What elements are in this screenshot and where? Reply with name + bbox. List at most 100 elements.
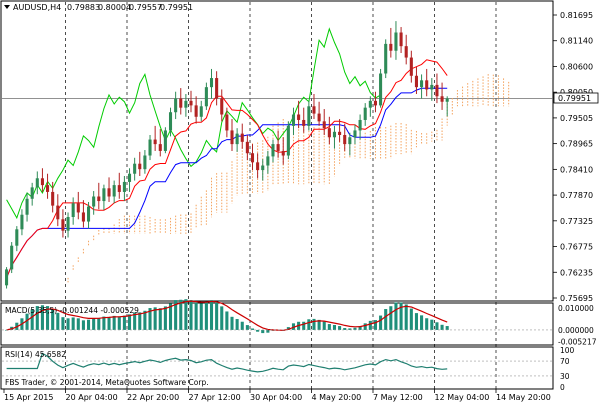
candle-body: [302, 119, 306, 126]
candle-body: [81, 212, 85, 222]
candle-body: [158, 144, 162, 151]
candle-body: [250, 153, 255, 163]
candle-body: [353, 130, 357, 138]
macd-bar: [107, 316, 111, 330]
macd-bar: [189, 300, 193, 330]
candle-body: [138, 163, 142, 170]
macd-bar: [404, 304, 408, 330]
macd-bar: [363, 323, 367, 330]
price-tick-label: 0.76235: [560, 268, 593, 277]
candle-body: [343, 135, 347, 145]
candle-body: [389, 43, 393, 51]
macd-bar: [97, 318, 101, 330]
macd-bar: [71, 317, 75, 330]
macd-bar: [399, 302, 403, 330]
macd-bar: [245, 325, 249, 330]
price-tick-label: 0.78965: [560, 140, 593, 149]
candle-body: [179, 98, 183, 108]
time-tick-label: 27 Apr 12:00: [189, 393, 241, 402]
candle-body: [327, 128, 331, 138]
macd-bar: [261, 329, 265, 334]
candle-body: [143, 155, 147, 170]
macd-bar: [440, 324, 444, 330]
candle-body: [261, 165, 265, 171]
candle-body: [297, 114, 301, 120]
macd-bar: [322, 321, 326, 330]
candle-body: [133, 163, 137, 174]
candle-body: [35, 178, 39, 188]
macd-bar: [184, 299, 188, 330]
candle-body: [445, 98, 449, 102]
time-tick-label: 20 Apr 04:00: [66, 393, 118, 402]
macd-layer: 0.010000 0.000000 -0.005217: [2, 299, 597, 346]
candle-body: [379, 73, 383, 106]
macd-bar: [312, 318, 316, 330]
price-tick-label: 0.75695: [560, 294, 593, 303]
macd-bar: [250, 328, 255, 330]
current-price-tag: [553, 92, 599, 104]
macd-bar: [389, 306, 393, 330]
macd-bar: [286, 327, 290, 330]
chikou-span-line: [6, 27, 381, 220]
time-tick-label: 12 May 04:00: [435, 393, 490, 402]
chevron-down-icon[interactable]: [4, 5, 10, 9]
candle-body: [97, 196, 101, 202]
macd-bar: [153, 307, 157, 330]
macd-tick-label: 0.000000: [558, 326, 594, 335]
candle-body: [174, 98, 178, 113]
candle-body: [87, 206, 91, 222]
macd-bar: [204, 301, 208, 330]
macd-bar: [112, 315, 116, 330]
current-price-label: 0.79951: [558, 94, 591, 103]
macd-bar: [430, 319, 434, 330]
price-tick-label: 0.81140: [560, 37, 593, 46]
ohlc-close: 0.79951: [160, 3, 193, 12]
candle-body: [189, 100, 193, 106]
candle-body: [117, 185, 121, 192]
candle-body: [112, 185, 116, 197]
rsi-tick-label: 70: [560, 357, 570, 366]
candle-body: [15, 229, 19, 246]
candle-body: [414, 75, 418, 88]
time-tick-label: 7 May 12:00: [373, 393, 423, 402]
macd-bar: [163, 306, 167, 330]
rsi-label: RSI(14) 45.6582: [5, 350, 66, 359]
macd-bar: [143, 310, 147, 330]
candle-body: [245, 141, 249, 154]
macd-bar: [61, 317, 65, 330]
macd-bar: [158, 308, 162, 330]
candles-layer: [5, 21, 449, 289]
ohlc-open: 0.79883: [67, 3, 100, 12]
candle-body: [56, 205, 60, 220]
macd-bar: [30, 309, 34, 330]
candle-body: [286, 125, 290, 156]
candle-body: [240, 133, 244, 142]
macd-bar: [240, 321, 244, 330]
time-tick-label: 22 Apr 20:00: [127, 393, 179, 402]
macd-bar: [179, 299, 183, 330]
macd-bar: [81, 320, 85, 330]
rsi-tick-label: 100: [560, 346, 575, 355]
candle-body: [363, 107, 367, 120]
macd-bar: [332, 324, 337, 330]
macd-bar: [373, 320, 377, 330]
candle-body: [25, 198, 29, 215]
candle-body: [76, 203, 80, 213]
time-tick-label: 15 Apr 2015: [4, 393, 53, 402]
macd-signal-line: [6, 300, 448, 331]
price-tick-label: 0.81695: [560, 11, 593, 20]
macd-bar: [46, 306, 50, 330]
candle-body: [5, 269, 9, 286]
candle-body: [291, 114, 296, 126]
macd-label: MACD(5,35,5) -0.001244 -0.000529: [5, 306, 139, 315]
candle-body: [209, 78, 214, 88]
macd-bar: [435, 322, 439, 330]
macd-tick-label: -0.005217: [558, 337, 597, 346]
price-tick-label: 0.77325: [560, 217, 593, 226]
candle-body: [20, 214, 24, 230]
macd-bar: [76, 318, 80, 330]
macd-bar: [199, 303, 203, 330]
time-tick-label: 30 Apr 04:00: [250, 393, 302, 402]
